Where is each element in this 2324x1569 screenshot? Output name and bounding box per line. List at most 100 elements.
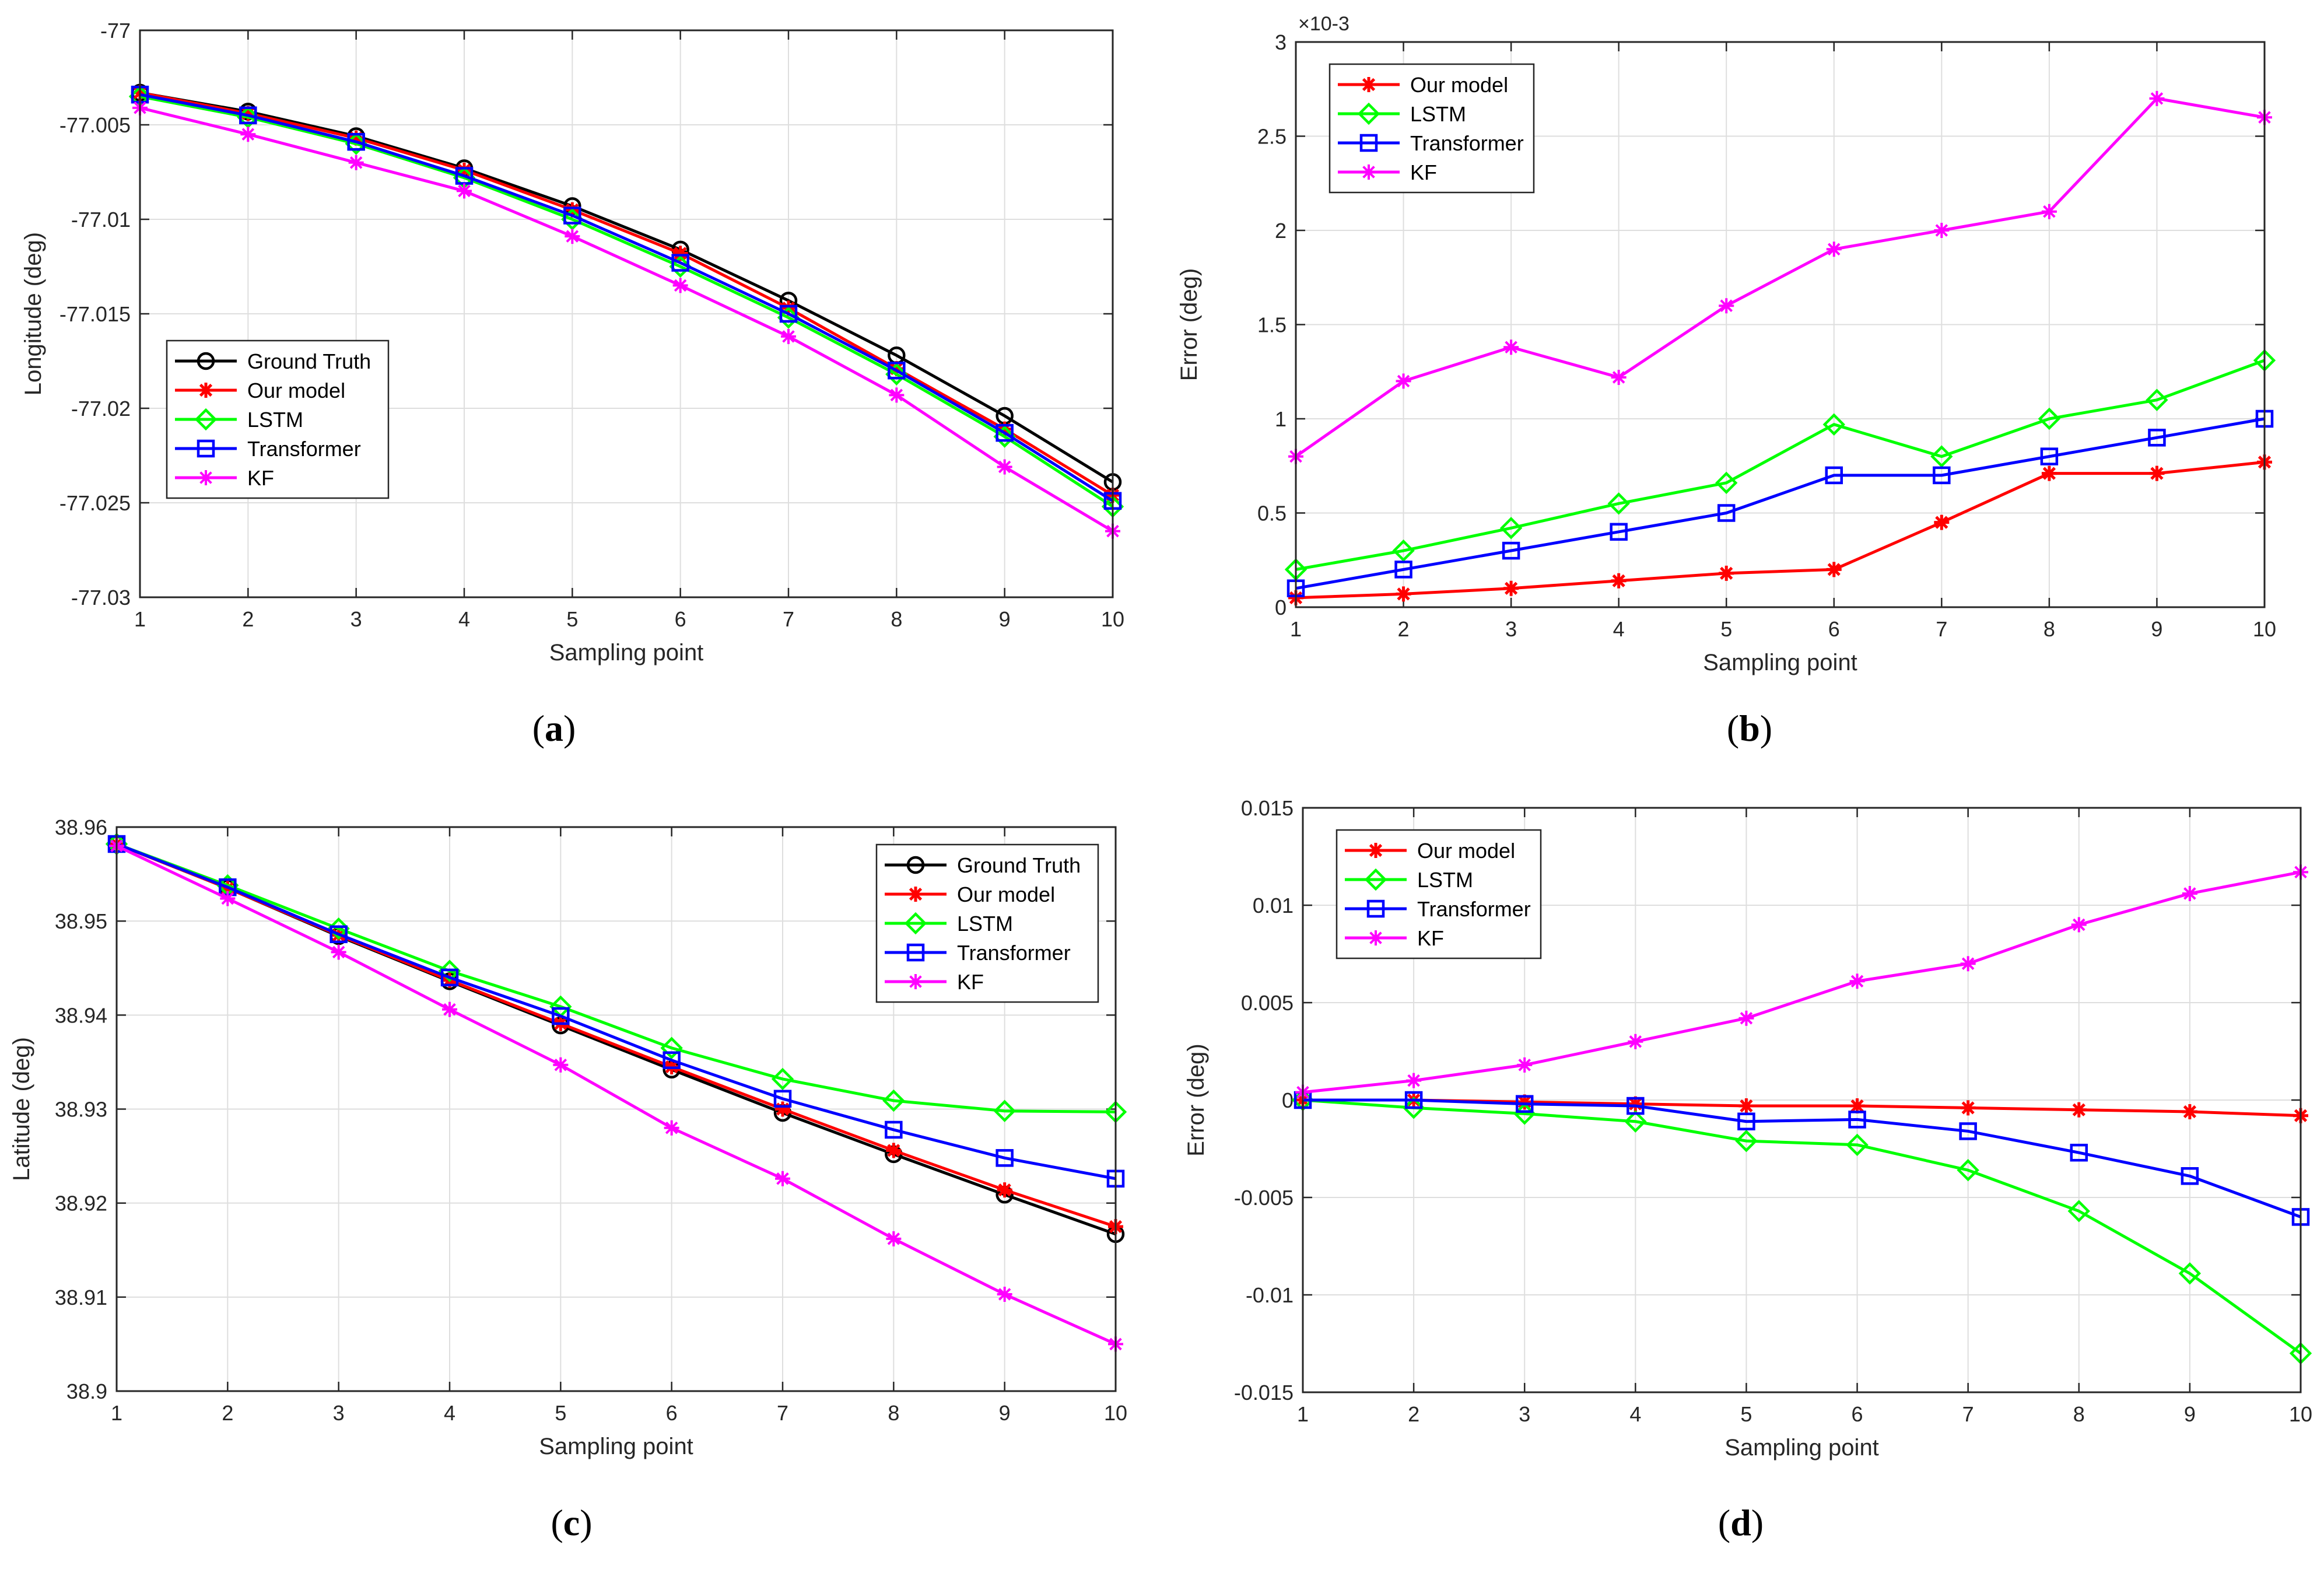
panel-caption: (a) bbox=[532, 708, 576, 749]
data-point-lstm bbox=[561, 208, 584, 231]
x-tick-label: 4 bbox=[1613, 617, 1625, 641]
data-point-transformer bbox=[1515, 1095, 1534, 1113]
data-point-kf bbox=[2041, 204, 2057, 219]
data-point-lstm bbox=[777, 306, 800, 329]
data-point-transformer bbox=[663, 1051, 681, 1069]
data-point-transformer bbox=[1848, 1111, 1866, 1129]
y-tick-label: -77.03 bbox=[71, 586, 131, 610]
data-point-our-model bbox=[348, 130, 364, 146]
data-point-our-model bbox=[1628, 1096, 1643, 1112]
data-point-kf bbox=[775, 1171, 790, 1186]
y-axis-label: Error (deg) bbox=[1183, 1043, 1209, 1156]
x-tick-label: 9 bbox=[999, 1401, 1011, 1425]
data-point-transformer bbox=[2040, 447, 2059, 465]
data-point-transformer bbox=[1627, 1097, 1645, 1115]
data-point-lstm bbox=[1499, 517, 1523, 540]
data-point-our-model bbox=[1826, 562, 1842, 577]
x-tick-label: 10 bbox=[1104, 1401, 1127, 1425]
y-tick-label: -77.02 bbox=[71, 397, 131, 421]
y-tick-label: 0 bbox=[1275, 596, 1287, 619]
data-point-our-model bbox=[1960, 1100, 1976, 1116]
legend-marker bbox=[1359, 134, 1378, 152]
legend-label: KF bbox=[957, 970, 984, 994]
series-line-ground-truth bbox=[139, 91, 1114, 484]
data-point-transformer bbox=[1933, 466, 1951, 485]
legend-entry-kf: KF bbox=[1338, 160, 1437, 184]
legend-label: Transformer bbox=[1410, 131, 1524, 155]
series-line-transformer bbox=[1303, 1098, 2301, 1218]
series-line-kf bbox=[1302, 870, 2301, 1094]
x-tick-label: 7 bbox=[1962, 1402, 1974, 1426]
x-tick-label: 9 bbox=[2184, 1402, 2196, 1426]
y-tick-label: 0 bbox=[1282, 1088, 1294, 1112]
data-point-transformer bbox=[671, 254, 689, 272]
legend-entry-ground-truth: Ground Truth bbox=[885, 853, 1081, 877]
data-point-kf bbox=[2071, 917, 2087, 933]
data-point-lstm bbox=[660, 1036, 683, 1059]
x-tick-label: 7 bbox=[777, 1401, 788, 1425]
data-point-kf bbox=[1628, 1034, 1643, 1049]
x-tick-label: 1 bbox=[1290, 617, 1302, 641]
data-point-kf bbox=[2149, 90, 2165, 106]
x-tick-label: 1 bbox=[1297, 1402, 1309, 1426]
y-tick-label: 3 bbox=[1275, 30, 1287, 54]
legend-label: LSTM bbox=[247, 408, 303, 432]
data-point-lstm bbox=[1735, 1129, 1758, 1153]
data-point-transformer bbox=[1737, 1112, 1755, 1130]
data-point-kf bbox=[1503, 339, 1519, 355]
legend-label: Ground Truth bbox=[247, 349, 371, 373]
series-line-lstm bbox=[1302, 1098, 2302, 1355]
data-point-transformer bbox=[1825, 466, 1843, 485]
legend-entry-transformer: Transformer bbox=[885, 941, 1071, 965]
series-kf bbox=[1288, 90, 2272, 464]
series-lstm bbox=[105, 832, 1127, 1123]
x-tick-label: 4 bbox=[458, 607, 470, 631]
data-point-our-model bbox=[1849, 1098, 1865, 1114]
y-tick-label: 0.015 bbox=[1241, 796, 1294, 820]
x-tick-label: 7 bbox=[783, 607, 794, 631]
legend-label: LSTM bbox=[1417, 868, 1473, 892]
y-tick-label: 38.96 bbox=[55, 815, 107, 839]
legend-entry-our-model: Our model bbox=[175, 379, 345, 402]
data-point-kf bbox=[997, 1287, 1012, 1302]
y-tick-label: -77 bbox=[100, 19, 131, 43]
data-point-kf bbox=[1826, 241, 1842, 257]
data-point-kf bbox=[781, 328, 796, 344]
data-point-transformer bbox=[1610, 523, 1628, 541]
data-point-lstm bbox=[771, 1067, 794, 1091]
legend-label: Transformer bbox=[957, 941, 1071, 965]
data-point-lstm bbox=[1930, 445, 1953, 468]
legend: Our model LSTM Transformer KF bbox=[1335, 829, 1542, 959]
data-point-transformer bbox=[1717, 504, 1736, 522]
legend-entry-transformer: Transformer bbox=[175, 437, 361, 461]
y-tick-label: 38.94 bbox=[55, 1003, 107, 1027]
data-point-transformer bbox=[1502, 541, 1520, 560]
x-tick-label: 10 bbox=[2289, 1402, 2312, 1426]
y-tick-label: 1 bbox=[1275, 407, 1287, 431]
data-point-kf bbox=[1738, 1010, 1754, 1026]
x-axis-label: Sampling point bbox=[539, 1434, 693, 1459]
x-tick-label: 4 bbox=[444, 1401, 455, 1425]
x-tick-label: 3 bbox=[1519, 1402, 1530, 1426]
legend-entry-kf: KF bbox=[175, 466, 274, 490]
legend-label: Transformer bbox=[247, 437, 361, 461]
y-tick-label: 2 bbox=[1275, 219, 1287, 243]
data-point-our-model bbox=[1503, 580, 1519, 596]
y-tick-label: 38.91 bbox=[55, 1286, 107, 1309]
data-point-lstm bbox=[1715, 471, 1738, 495]
data-point-our-model bbox=[886, 1143, 902, 1158]
data-point-our-model bbox=[1719, 565, 1734, 581]
y-tick-label: 38.9 bbox=[66, 1379, 107, 1403]
data-point-kf bbox=[331, 944, 346, 960]
data-point-kf bbox=[1406, 1073, 1422, 1088]
data-point-our-model bbox=[1934, 514, 1950, 530]
y-tick-label: 38.93 bbox=[55, 1098, 107, 1122]
legend-label: LSTM bbox=[1410, 102, 1466, 126]
chart-panel-a: 1 2 3 4 5 6 7 8 9 10 -77.03 -77.025 -77.02 -77.015 -77… bbox=[20, 19, 1124, 666]
legend-entry-ground-truth: Ground Truth bbox=[175, 349, 371, 373]
data-point-our-model bbox=[2182, 1104, 2197, 1120]
x-axis-label: Sampling point bbox=[549, 640, 704, 666]
series-line-kf bbox=[115, 844, 1117, 1346]
data-point-our-model bbox=[2149, 465, 2165, 481]
